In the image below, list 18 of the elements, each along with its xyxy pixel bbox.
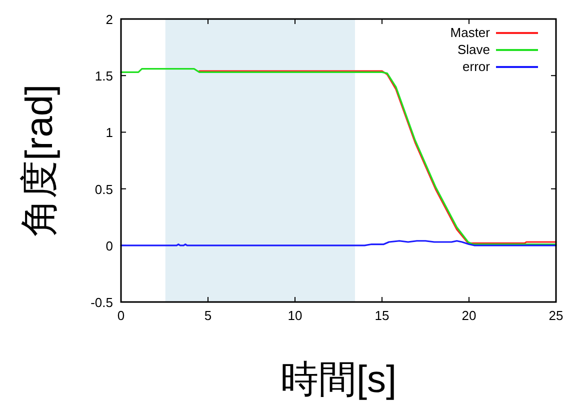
y-tick-label: -0.5 (90, 295, 113, 310)
legend-label: error (462, 59, 491, 74)
x-axis-title: 時間[s] (280, 359, 397, 401)
y-tick-label: 1 (106, 125, 113, 140)
y-tick-label: 2 (106, 12, 113, 27)
x-tick-label: 15 (374, 308, 390, 323)
y-tick-label: 1.5 (94, 68, 113, 84)
line-series (198, 70, 557, 244)
x-tick-label: 10 (288, 308, 302, 323)
x-tick-label: 20 (462, 308, 476, 323)
y-tick-label: 0 (106, 238, 113, 254)
x-tick-label: 25 (548, 308, 564, 323)
x-tick-label: 5 (204, 308, 212, 323)
legend-label: Master (450, 25, 491, 40)
x-tick-label: 0 (117, 308, 125, 323)
y-axis-title: 角度[rad] (19, 84, 61, 237)
legend-label: Slave (457, 42, 490, 57)
y-tick-label: 0.5 (94, 182, 113, 197)
